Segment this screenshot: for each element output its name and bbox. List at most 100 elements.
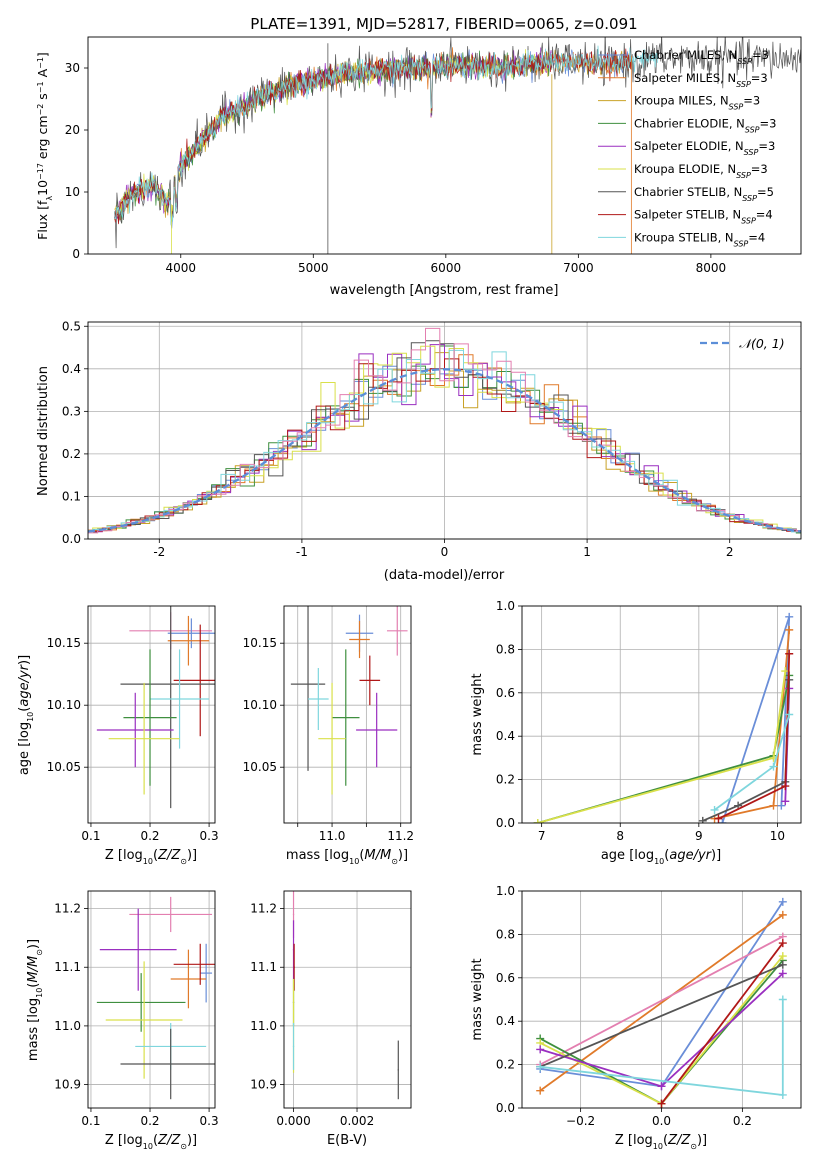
y-axis-label: mass weight — [470, 673, 485, 755]
y-tick-label: 11.0 — [250, 1019, 277, 1033]
ebv-vs-mass-panel: 0.000 0.002 10.9 11.0 11.1 11.2 E(B-V) — [250, 890, 412, 1148]
weight-series-line — [660, 942, 784, 1105]
y-tick-label: 0.8 — [496, 927, 515, 941]
y-tick-label: 0.5 — [62, 319, 81, 333]
weight-series-line — [539, 963, 784, 1068]
weight-point-marker — [778, 1090, 787, 1099]
y-tick-label: 0.2 — [62, 447, 81, 461]
x-tick-label: 0.1 — [81, 829, 100, 843]
y-axis-label: Flux [fλ10−17 erg cm−2 s−1 A−1] — [35, 52, 54, 240]
legend-label: Kroupa MILES, NSSP=3 — [634, 94, 760, 112]
weight-point-marker — [533, 819, 542, 823]
x-tick-label: 6000 — [431, 261, 462, 275]
errorbar-group — [96, 606, 215, 809]
x-axis-label: Z [log10(Z/Z⊙)] — [615, 1133, 707, 1151]
z-vs-mass-panel: 0.1 0.2 0.3 10.9 11.0 11.1 11.2 Z [log10(Z/Z⊙)]… — [26, 890, 219, 1151]
spectrum-series-line — [114, 45, 658, 226]
x-axis-label: age [log10(age/yr)] — [601, 848, 721, 866]
y-tick-label: 11.1 — [54, 960, 81, 974]
weight-point-marker — [536, 1086, 545, 1095]
x-tick-label: 0.002 — [340, 1114, 374, 1128]
x-tick-label: 10 — [770, 829, 785, 843]
weight-point-marker — [785, 612, 794, 621]
weight-point-marker — [781, 782, 790, 791]
y-tick-label: 10.9 — [54, 1078, 81, 1092]
weight-point-marker — [778, 897, 787, 906]
legend-label: Kroupa ELODIE, NSSP=3 — [634, 162, 768, 180]
x-tick-label: 1 — [583, 545, 591, 559]
legend-label: Salpeter MILES, NSSP=3 — [634, 71, 768, 89]
weight-point-marker — [778, 969, 787, 978]
figure-title: PLATE=1391, MJD=52817, FIBERID=0065, z=0… — [250, 15, 637, 33]
legend-label: Chabrier MILES, NSSP=3 — [634, 48, 769, 66]
spectrum-lines — [114, 37, 801, 254]
z-vs-massweight-panel: −0.2 0.0 0.2 0.0 0.2 0.4 0.6 0.8 1.0 Z [log10(Z/Z… — [470, 884, 802, 1151]
weight-lines — [533, 612, 794, 823]
y-axis-label: age [log10(age/yr)] — [17, 655, 35, 775]
x-tick-label: −0.2 — [566, 1114, 595, 1128]
weight-series-line — [539, 935, 784, 1066]
axes-frame — [87, 890, 216, 1109]
y-tick-label: 11.2 — [250, 902, 277, 916]
y-tick-label: 10 — [65, 185, 80, 199]
weight-point-marker — [536, 1045, 545, 1054]
weight-point-marker — [657, 1099, 666, 1108]
x-tick-label: 0.2 — [733, 1114, 752, 1128]
legend-label: Salpeter STELIB, NSSP=4 — [634, 208, 773, 226]
weight-point-marker — [778, 910, 787, 919]
axes-frame — [87, 36, 802, 255]
gaussian-curve — [88, 368, 801, 533]
weight-point-marker — [785, 625, 794, 634]
histogram-group — [88, 327, 801, 534]
y-tick-label: 0.4 — [496, 1014, 515, 1028]
axes-frame — [87, 321, 802, 540]
axes-frame — [283, 890, 412, 1109]
weight-point-marker — [718, 819, 727, 823]
y-tick-label: 0.0 — [496, 1101, 515, 1115]
legend: Chabrier MILES, NSSP=3 Salpeter MILES, NS… — [598, 48, 776, 248]
y-axis-label: mass [log10(M/M⊙)] — [26, 939, 44, 1061]
x-axis-label: E(B-V) — [327, 1133, 367, 1148]
x-tick-label: -1 — [296, 545, 308, 559]
axes-frame — [521, 605, 802, 824]
age-vs-massweight-panel: 7 8 9 10 0.0 0.2 0.4 0.6 0.8 1.0 age [log10(age/yr… — [470, 599, 802, 866]
y-tick-label: 10.9 — [250, 1078, 277, 1092]
x-tick-label: 0.2 — [140, 829, 159, 843]
histogram-step — [88, 349, 801, 533]
y-axis-label: Normed distribution — [36, 366, 51, 496]
y-tick-label: 10.05 — [47, 760, 81, 774]
weight-point-marker — [778, 960, 787, 969]
mass-vs-age-panel: 11.0 11.2 10.05 10.10 10.15 mass [log10(M/M⊙)… — [243, 605, 414, 866]
weight-point-marker — [769, 762, 778, 771]
x-tick-label: -2 — [153, 545, 165, 559]
residuals-panel: -2 -1 0 1 2 0.0 0.1 0.2 0.3 0.4 0.5 𝒩(0, 1) (data-mo… — [36, 319, 802, 583]
legend-label: Chabrier ELODIE, NSSP=3 — [634, 116, 776, 133]
legend-label: Salpeter ELODIE, NSSP=3 — [634, 139, 775, 157]
y-tick-label: 11.2 — [54, 902, 81, 916]
x-tick-label: 7000 — [563, 261, 594, 275]
histogram-step — [88, 327, 801, 534]
y-tick-label: 0.2 — [496, 773, 515, 787]
y-tick-label: 0.4 — [62, 362, 81, 376]
x-tick-label: 9 — [695, 829, 703, 843]
y-tick-label: 0.6 — [496, 971, 515, 985]
x-tick-label: 8000 — [696, 261, 727, 275]
x-axis-label: (data-model)/error — [384, 568, 505, 583]
x-axis-label: mass [log10(M/M⊙)] — [286, 848, 408, 866]
spectrum-panel: 4000 5000 6000 7000 8000 0 10 20 30 wavelength [A… — [35, 36, 802, 298]
x-tick-label: 4000 — [165, 261, 196, 275]
weight-lines — [536, 897, 787, 1108]
y-axis-label: mass weight — [470, 958, 485, 1040]
x-tick-label: 0.2 — [140, 1114, 159, 1128]
errorbar-group — [292, 891, 399, 1100]
weight-point-marker — [777, 801, 786, 810]
y-tick-label: 0.3 — [62, 404, 81, 418]
x-tick-label: 0.1 — [81, 1114, 100, 1128]
weight-point-marker — [657, 1082, 666, 1091]
x-tick-label: 0 — [441, 545, 449, 559]
y-tick-label: 10.15 — [243, 636, 277, 650]
x-tick-label: 7 — [538, 829, 546, 843]
x-tick-label: 0.000 — [276, 1114, 310, 1128]
weight-point-marker — [785, 649, 794, 658]
